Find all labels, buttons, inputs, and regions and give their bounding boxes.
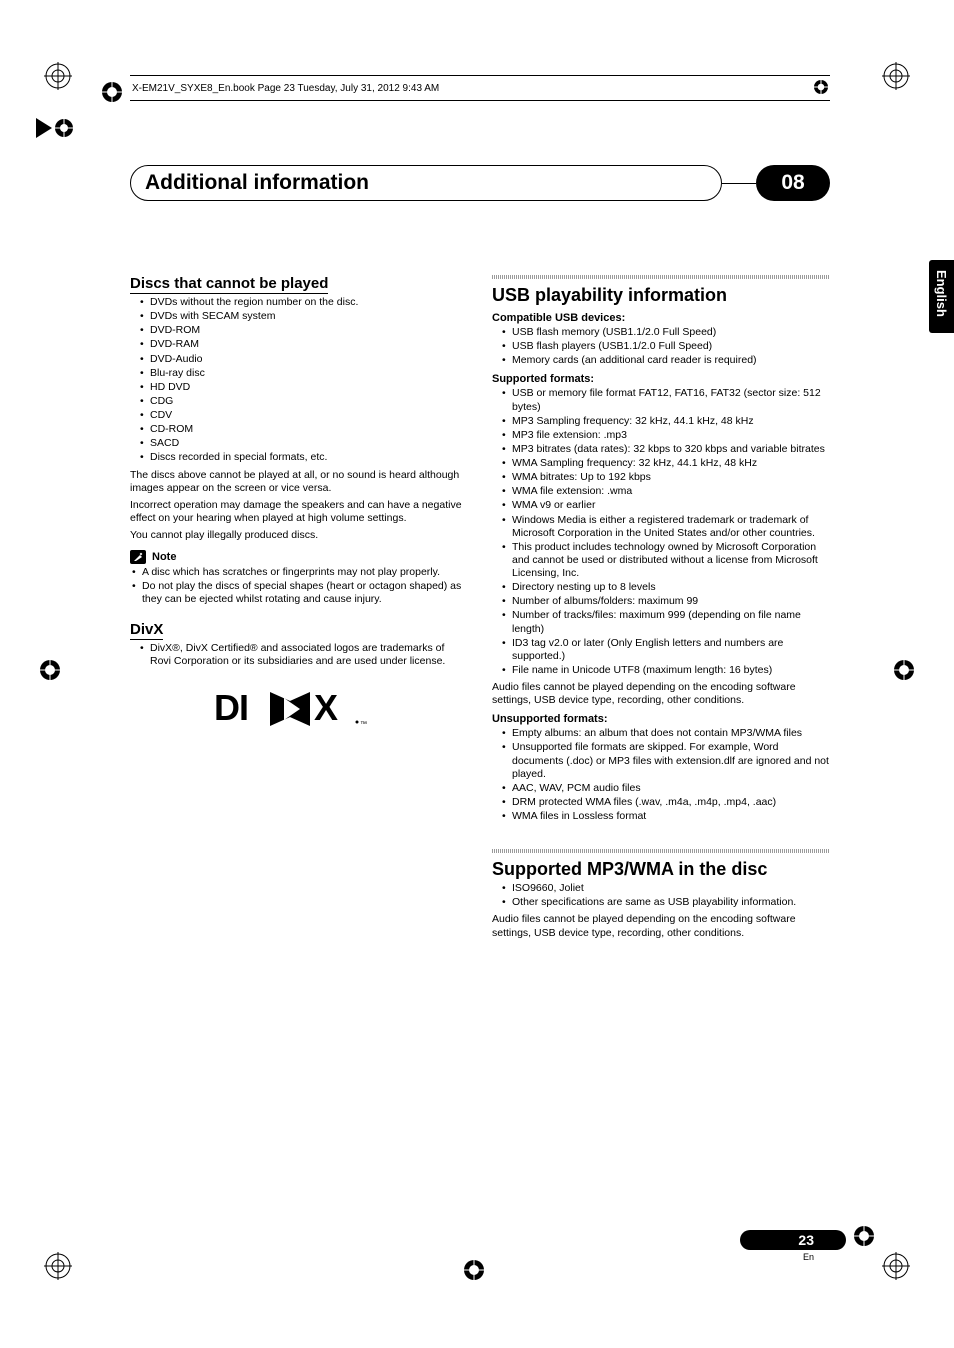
list-item: DVDs without the region number on the di…	[150, 296, 468, 309]
crop-mark-icon	[812, 78, 830, 99]
list-item: Number of tracks/files: maximum 999 (dep…	[512, 609, 830, 635]
list-item: MP3 file extension: .mp3	[512, 429, 830, 442]
list-item: USB or memory file format FAT12, FAT16, …	[512, 387, 830, 413]
language-tab: English	[929, 260, 954, 333]
list-item: CDG	[150, 395, 468, 408]
chapter-number: 08	[756, 165, 830, 201]
book-header-text: X-EM21V_SYXE8_En.book Page 23 Tuesday, J…	[132, 83, 439, 94]
body-text: Incorrect operation may damage the speak…	[130, 499, 468, 525]
section-rule	[492, 849, 830, 853]
crop-mark-icon	[850, 1222, 878, 1250]
divx-logo: DI X ™	[130, 686, 468, 737]
list-item: SACD	[150, 437, 468, 450]
header-connector	[722, 183, 756, 184]
svg-text:™: ™	[360, 721, 367, 728]
crop-mark-icon	[34, 116, 76, 140]
chapter-header: Additional information 08	[130, 165, 830, 201]
crop-mark-icon	[890, 656, 918, 684]
compat-list: USB flash memory (USB1.1/2.0 Full Speed)…	[492, 326, 830, 367]
list-item: DVD-RAM	[150, 338, 468, 351]
heading-usb: USB playability information	[492, 285, 830, 306]
crop-mark-icon	[44, 1252, 72, 1280]
crop-mark-icon	[36, 656, 64, 684]
list-item: AAC, WAV, PCM audio files	[512, 782, 830, 795]
list-item: CD-ROM	[150, 423, 468, 436]
list-item: Blu-ray disc	[150, 367, 468, 380]
page-lang-short: En	[740, 1252, 830, 1262]
svg-text:DI: DI	[214, 687, 248, 728]
body-text: You cannot play illegally produced discs…	[130, 529, 468, 542]
list-item: USB flash memory (USB1.1/2.0 Full Speed)	[512, 326, 830, 339]
list-item: Windows Media is either a registered tra…	[512, 514, 830, 540]
crop-mark-icon	[882, 62, 910, 90]
list-item: WMA v9 or earlier	[512, 499, 830, 512]
note-label: Note	[152, 551, 176, 563]
note-heading: Note	[130, 550, 468, 564]
subheading-compatible: Compatible USB devices:	[492, 312, 830, 324]
list-item: WMA files in Lossless format	[512, 810, 830, 823]
crop-mark-icon	[882, 1252, 910, 1280]
heading-discs: Discs that cannot be played	[130, 275, 328, 294]
list-item: DVDs with SECAM system	[150, 310, 468, 323]
list-item: WMA file extension: .wma	[512, 485, 830, 498]
heading-mp3wma: Supported MP3/WMA in the disc	[492, 859, 830, 880]
list-item: CDV	[150, 409, 468, 422]
left-column: Discs that cannot be played DVDs without…	[130, 275, 468, 944]
list-item: Number of albums/folders: maximum 99	[512, 595, 830, 608]
discs-list: DVDs without the region number on the di…	[130, 296, 468, 465]
svg-text:X: X	[314, 687, 338, 728]
list-item: File name in Unicode UTF8 (maximum lengt…	[512, 664, 830, 677]
page-footer: 23 En	[740, 1230, 830, 1262]
list-item: WMA bitrates: Up to 192 kbps	[512, 471, 830, 484]
crop-mark-icon	[98, 78, 126, 106]
list-item: DivX®, DivX Certified® and associated lo…	[150, 642, 468, 668]
note-icon	[130, 550, 146, 564]
list-item: Memory cards (an additional card reader …	[512, 354, 830, 367]
subheading-unsupported: Unsupported formats:	[492, 713, 830, 725]
list-item: Discs recorded in special formats, etc.	[150, 451, 468, 464]
body-text: Audio files cannot be played depending o…	[492, 681, 830, 707]
list-item: ID3 tag v2.0 or later (Only English lett…	[512, 637, 830, 663]
list-item: WMA Sampling frequency: 32 kHz, 44.1 kHz…	[512, 457, 830, 470]
list-item: DVD-Audio	[150, 353, 468, 366]
mp3wma-list: ISO9660, Joliet Other specifications are…	[492, 882, 830, 909]
page-number: 23	[798, 1232, 814, 1248]
list-item: Do not play the discs of special shapes …	[142, 580, 468, 606]
list-item: Directory nesting up to 8 levels	[512, 581, 830, 594]
body-text: Audio files cannot be played depending o…	[492, 913, 830, 939]
subheading-supported: Supported formats:	[492, 373, 830, 385]
list-item: This product includes technology owned b…	[512, 541, 830, 580]
heading-divx: DivX	[130, 621, 163, 640]
list-item: MP3 bitrates (data rates): 32 kbps to 32…	[512, 443, 830, 456]
list-item: Unsupported file formats are skipped. Fo…	[512, 741, 830, 780]
list-item: A disc which has scratches or fingerprin…	[142, 566, 468, 579]
list-item: MP3 Sampling frequency: 32 kHz, 44.1 kHz…	[512, 415, 830, 428]
list-item: Empty albums: an album that does not con…	[512, 727, 830, 740]
list-item: DRM protected WMA files (.wav, .m4a, .m4…	[512, 796, 830, 809]
supported-list: USB or memory file format FAT12, FAT16, …	[492, 387, 830, 677]
list-item: Other specifications are same as USB pla…	[512, 896, 830, 909]
divx-list: DivX®, DivX Certified® and associated lo…	[130, 642, 468, 668]
list-item: DVD-ROM	[150, 324, 468, 337]
body-text: The discs above cannot be played at all,…	[130, 469, 468, 495]
crop-mark-icon	[44, 62, 72, 90]
section-rule	[492, 275, 830, 279]
list-item: HD DVD	[150, 381, 468, 394]
list-item: ISO9660, Joliet	[512, 882, 830, 895]
book-header-line: X-EM21V_SYXE8_En.book Page 23 Tuesday, J…	[130, 75, 830, 101]
chapter-title: Additional information	[130, 165, 722, 201]
note-list: A disc which has scratches or fingerprin…	[130, 566, 468, 606]
crop-mark-icon	[460, 1256, 488, 1284]
right-column: USB playability information Compatible U…	[492, 275, 830, 944]
list-item: USB flash players (USB1.1/2.0 Full Speed…	[512, 340, 830, 353]
unsupported-list: Empty albums: an album that does not con…	[492, 727, 830, 823]
